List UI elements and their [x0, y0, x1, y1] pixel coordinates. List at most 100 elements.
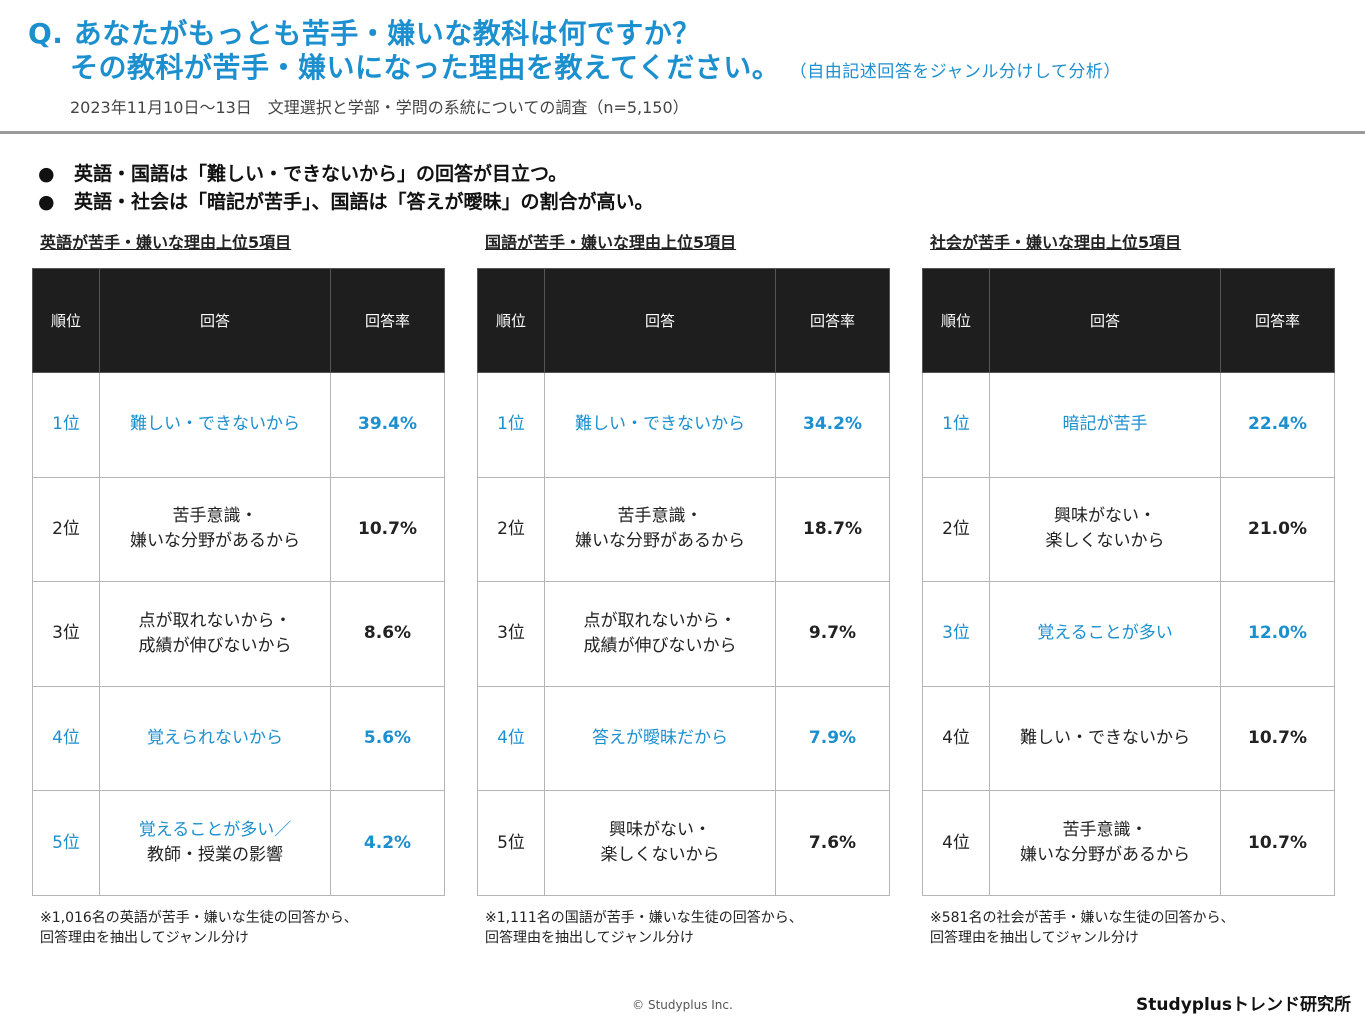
- table-row: 2位 苦手意識・ 嫌いな分野があるから 18.7%: [477, 476, 890, 583]
- table-row: 4位 苦手意識・ 嫌いな分野があるから 10.7%: [922, 790, 1335, 896]
- table-row: 2位 苦手意識・ 嫌いな分野があるから 10.7%: [32, 476, 445, 583]
- table-header-row: 順位 回答 回答率: [32, 268, 445, 373]
- copyright: © Studyplus Inc.: [632, 998, 733, 1012]
- answer-line2: 楽しくないから: [600, 845, 720, 866]
- rate-cell: 7.9%: [775, 685, 890, 792]
- column-header-rate: 回答率: [775, 268, 890, 373]
- footnote-line2: 回答理由を抽出してジャンル分け: [485, 930, 694, 946]
- rate-cell: 39.4%: [330, 372, 445, 478]
- column-header-rank: 順位: [922, 268, 990, 373]
- rank-cell: 5位: [477, 790, 545, 896]
- rate-cell: 10.7%: [1220, 685, 1335, 792]
- ranking-table: 順位 回答 回答率 1位 暗記が苦手 22.4% 2位 興味がない・ 楽しくないから 21.0% 3…: [922, 268, 1335, 896]
- rank-cell: 3位: [32, 581, 100, 687]
- summary-bullet: ● 英語・国語は「難しい・できないから」の回答が目立つ。: [38, 160, 654, 188]
- bullet-text: 英語・国語は「難しい・できないから」の回答が目立つ。: [74, 163, 568, 185]
- page-header: Q. あなたがもっとも苦手・嫌いな教科は何ですか？ その教科が苦手・嫌いになった…: [0, 0, 1365, 134]
- table-row: 3位 覚えることが多い 12.0%: [922, 581, 1335, 687]
- answer-cell: 興味がない・ 楽しくないから: [989, 476, 1221, 583]
- rate-cell: 4.2%: [330, 790, 445, 896]
- table-row: 5位 興味がない・ 楽しくないから 7.6%: [477, 790, 890, 896]
- question-title-line1: Q. あなたがもっとも苦手・嫌いな教科は何ですか？: [28, 17, 701, 50]
- brand-logo: Studyplusトレンド研究所: [1136, 995, 1351, 1015]
- answer-cell: 難しい・できないから: [989, 685, 1221, 792]
- column-header-answer: 回答: [544, 268, 776, 373]
- rate-cell: 10.7%: [1220, 790, 1335, 896]
- rank-cell: 1位: [922, 372, 990, 478]
- answer-line1: 興味がない・: [609, 820, 711, 841]
- rate-cell: 22.4%: [1220, 372, 1335, 478]
- panel-social: 社会が苦手・嫌いな理由上位5項目 順位 回答 回答率 1位 暗記が苦手 22.4% 2位 興味が…: [922, 230, 1335, 946]
- answer-cell: 点が取れないから・ 成績が伸びないから: [544, 581, 776, 687]
- answer-line1: 難しい・できないから: [1020, 728, 1190, 749]
- rate-cell: 7.6%: [775, 790, 890, 896]
- answer-line1: 苦手意識・: [172, 506, 258, 527]
- answer-line1: 点が取れないから・: [138, 610, 292, 631]
- answer-line1: 覚えられないから: [147, 728, 283, 749]
- answer-cell: 暗記が苦手: [989, 372, 1221, 478]
- rate-cell: 9.7%: [775, 581, 890, 687]
- answer-line1: 興味がない・: [1054, 506, 1156, 527]
- answer-cell: 苦手意識・ 嫌いな分野があるから: [99, 476, 331, 583]
- table-header-row: 順位 回答 回答率: [922, 268, 1335, 373]
- question-title-line2-text: その教科が苦手・嫌いになった理由を教えてください。: [70, 51, 781, 84]
- summary-bullets: ● 英語・国語は「難しい・できないから」の回答が目立つ。 ● 英語・社会は「暗記が苦…: [38, 160, 654, 216]
- footnote-line2: 回答理由を抽出してジャンル分け: [40, 930, 249, 946]
- column-header-rate: 回答率: [330, 268, 445, 373]
- rank-cell: 3位: [477, 581, 545, 687]
- rate-cell: 8.6%: [330, 581, 445, 687]
- answer-cell: 苦手意識・ 嫌いな分野があるから: [989, 790, 1221, 896]
- table-row: 1位 難しい・できないから 34.2%: [477, 372, 890, 478]
- answer-cell: 覚えることが多い: [989, 581, 1221, 687]
- rate-cell: 21.0%: [1220, 476, 1335, 583]
- panel-title: 国語が苦手・嫌いな理由上位5項目: [485, 233, 737, 252]
- answer-line1: 難しい・できないから: [575, 414, 745, 435]
- rank-cell: 4位: [477, 685, 545, 792]
- rate-cell: 5.6%: [330, 685, 445, 792]
- table-row: 4位 答えが曖昧だから 7.9%: [477, 685, 890, 792]
- rank-cell: 4位: [32, 685, 100, 792]
- footnote-line1: ※581名の社会が苦手・嫌いな生徒の回答から、: [930, 910, 1235, 926]
- question-note: （自由記述回答をジャンル分けして分析）: [798, 62, 1121, 82]
- column-header-rate: 回答率: [1220, 268, 1335, 373]
- table-row: 4位 覚えられないから 5.6%: [32, 685, 445, 792]
- answer-cell: 難しい・できないから: [544, 372, 776, 478]
- rank-cell: 2位: [32, 476, 100, 583]
- answer-line2: 楽しくないから: [1045, 531, 1165, 552]
- answer-line2: 成績が伸びないから: [583, 635, 737, 656]
- rate-cell: 10.7%: [330, 476, 445, 583]
- panel-japanese: 国語が苦手・嫌いな理由上位5項目 順位 回答 回答率 1位 難しい・できないから 34.2%…: [477, 230, 890, 946]
- answer-line2: 教師・授業の影響: [147, 845, 283, 866]
- footnote-line1: ※1,111名の国語が苦手・嫌いな生徒の回答から、: [485, 910, 803, 926]
- table-row: 4位 難しい・できないから 10.7%: [922, 685, 1335, 792]
- rank-cell: 4位: [922, 685, 990, 792]
- rank-cell: 2位: [922, 476, 990, 583]
- answer-cell: 点が取れないから・ 成績が伸びないから: [99, 581, 331, 687]
- column-header-answer: 回答: [989, 268, 1221, 373]
- answer-cell: 難しい・できないから: [99, 372, 331, 478]
- table-row: 3位 点が取れないから・ 成績が伸びないから 9.7%: [477, 581, 890, 687]
- ranking-table: 順位 回答 回答率 1位 難しい・できないから 39.4% 2位 苦手意識・ 嫌いな分野があるか…: [32, 268, 445, 896]
- bullet-dot: ●: [38, 163, 55, 185]
- rank-cell: 1位: [477, 372, 545, 478]
- column-header-rank: 順位: [32, 268, 100, 373]
- rank-cell: 3位: [922, 581, 990, 687]
- answer-cell: 答えが曖昧だから: [544, 685, 776, 792]
- rank-cell: 5位: [32, 790, 100, 896]
- table-row: 1位 暗記が苦手 22.4%: [922, 372, 1335, 478]
- rank-cell: 2位: [477, 476, 545, 583]
- answer-cell: 覚えることが多い／ 教師・授業の影響: [99, 790, 331, 896]
- table-row: 5位 覚えることが多い／ 教師・授業の影響 4.2%: [32, 790, 445, 896]
- summary-bullet: ● 英語・社会は「暗記が苦手」、国語は「答えが曖昧」の割合が高い。: [38, 188, 654, 216]
- answer-line1: 暗記が苦手: [1062, 414, 1148, 435]
- rank-cell: 1位: [32, 372, 100, 478]
- table-row: 2位 興味がない・ 楽しくないから 21.0%: [922, 476, 1335, 583]
- panel-english: 英語が苦手・嫌いな理由上位5項目 順位 回答 回答率 1位 難しい・できないから 39.4%…: [32, 230, 445, 946]
- answer-line1: 苦手意識・: [617, 506, 703, 527]
- answer-line1: 覚えることが多い: [1037, 623, 1173, 644]
- bullet-text: 英語・社会は「暗記が苦手」、国語は「答えが曖昧」の割合が高い。: [74, 191, 654, 213]
- answer-line2: 成績が伸びないから: [138, 635, 292, 656]
- answer-line2: 嫌いな分野があるから: [1020, 845, 1190, 866]
- question-title-line2: その教科が苦手・嫌いになった理由を教えてください。 （自由記述回答をジャンル分けし…: [70, 46, 1121, 86]
- footnote-line2: 回答理由を抽出してジャンル分け: [930, 930, 1139, 946]
